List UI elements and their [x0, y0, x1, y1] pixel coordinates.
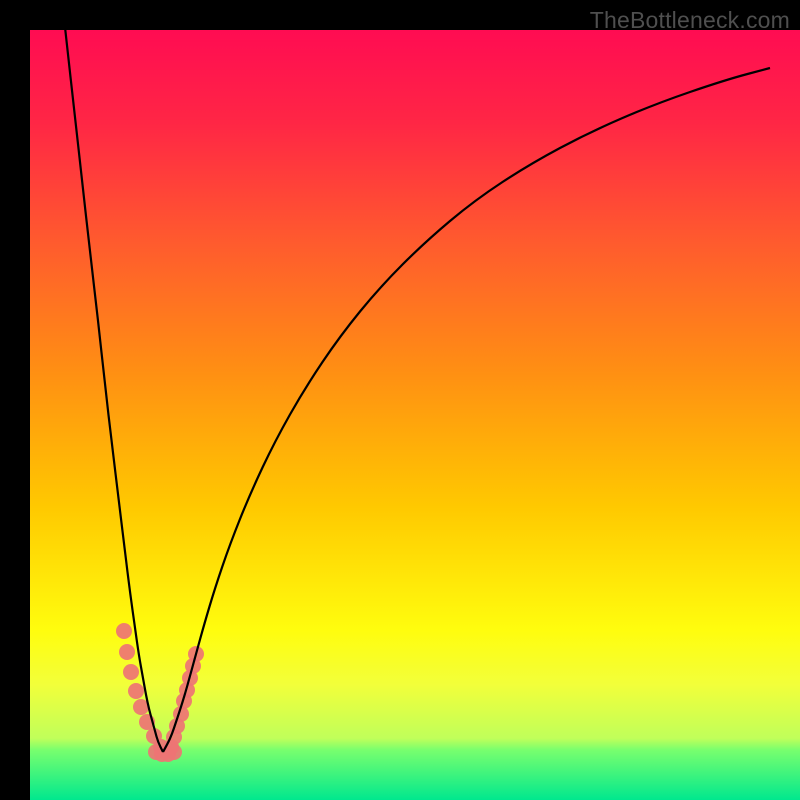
- marker-dot: [119, 644, 135, 660]
- marker-dot: [128, 683, 144, 699]
- marker-dot: [123, 664, 139, 680]
- watermark-text: TheBottleneck.com: [590, 7, 790, 34]
- curve-left: [62, 0, 163, 752]
- marker-dot: [116, 623, 132, 639]
- curve-layer: [0, 0, 800, 800]
- marker-group: [116, 623, 204, 762]
- curve-right: [163, 68, 770, 752]
